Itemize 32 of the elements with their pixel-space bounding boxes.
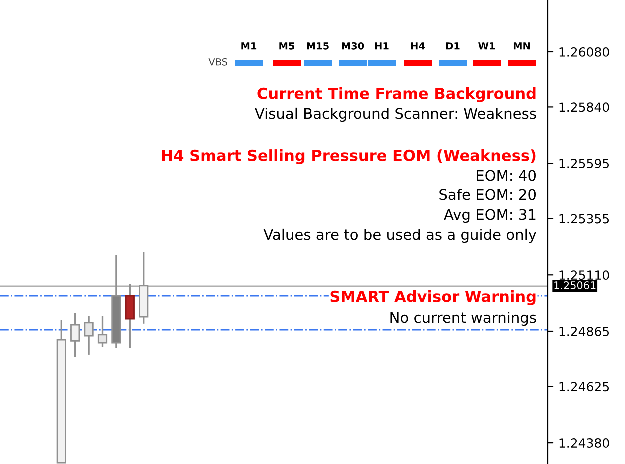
annotation: H4 Smart Selling Pressure EOM (Weakness) [162, 150, 536, 164]
candlestick [70, 312, 80, 358]
candlestick [125, 283, 135, 349]
annotation: Visual Background Scanner: Weakness [255, 108, 536, 122]
annotation: Safe EOM: 20 [440, 188, 536, 200]
annotation: Current Time Frame Background [258, 88, 536, 102]
ref-line-label: 1.25061 [554, 282, 596, 290]
annotation: M15 [307, 42, 329, 50]
annotation: Values are to be used as a guide only [264, 228, 537, 244]
annotation: D1 [446, 42, 460, 50]
y-tick-label: 1.25110 [560, 270, 610, 280]
candlestick [98, 315, 108, 348]
annotation: VBS [208, 58, 228, 66]
y-tick-label: 1.25840 [560, 102, 610, 112]
annotation: SMART Advisor Warning [330, 290, 536, 306]
annotation: W1 [478, 42, 496, 50]
y-tick-label: 1.24625 [560, 382, 610, 392]
y-tick-label: 1.26080 [560, 47, 610, 57]
annotation: H4 [411, 42, 426, 50]
annotation: MN [514, 42, 530, 50]
annotation: EOM: 40 [477, 170, 536, 182]
y-tick-label: 1.25595 [560, 159, 610, 168]
annotation: Avg EOM: 31 [444, 209, 536, 224]
y-tick-label: 1.25355 [560, 214, 610, 224]
annotation: No current warnings [390, 312, 536, 326]
y-tick-label: 1.24380 [560, 438, 610, 448]
annotation: M30 [342, 42, 364, 50]
annotation: M1 [242, 42, 257, 50]
annotation: M5 [280, 42, 295, 50]
y-tick-label: 1.24865 [560, 326, 610, 336]
candlestick [84, 315, 94, 356]
annotation: H1 [375, 42, 389, 50]
